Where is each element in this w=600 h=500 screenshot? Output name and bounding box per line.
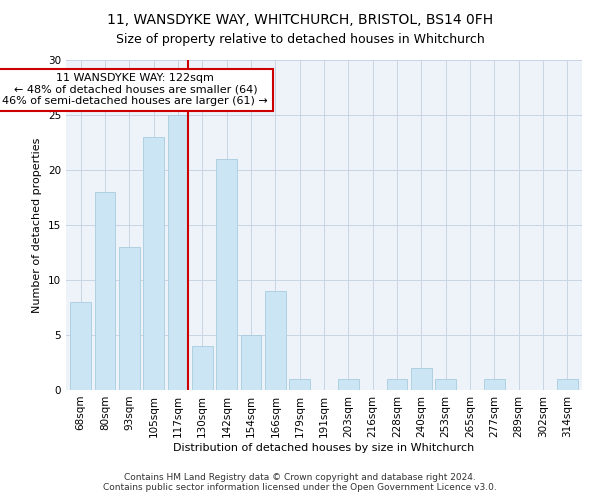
Bar [95,192,115,390]
Bar [167,115,188,390]
Bar [436,379,456,390]
Bar [484,379,505,390]
Bar [70,302,91,390]
Bar [241,335,262,390]
Y-axis label: Number of detached properties: Number of detached properties [32,138,43,312]
Bar [557,379,578,390]
Text: Size of property relative to detached houses in Whitchurch: Size of property relative to detached ho… [116,32,484,46]
Bar [338,379,359,390]
X-axis label: Distribution of detached houses by size in Whitchurch: Distribution of detached houses by size … [173,442,475,452]
Bar [386,379,407,390]
Text: 11, WANSDYKE WAY, WHITCHURCH, BRISTOL, BS14 0FH: 11, WANSDYKE WAY, WHITCHURCH, BRISTOL, B… [107,12,493,26]
Bar [192,346,212,390]
Bar [143,137,164,390]
Text: Contains HM Land Registry data © Crown copyright and database right 2024.
Contai: Contains HM Land Registry data © Crown c… [103,473,497,492]
Bar [289,379,310,390]
Bar [119,247,140,390]
Bar [411,368,432,390]
Text: 11 WANSDYKE WAY: 122sqm
← 48% of detached houses are smaller (64)
46% of semi-de: 11 WANSDYKE WAY: 122sqm ← 48% of detache… [2,73,268,106]
Bar [216,159,237,390]
Bar [265,291,286,390]
